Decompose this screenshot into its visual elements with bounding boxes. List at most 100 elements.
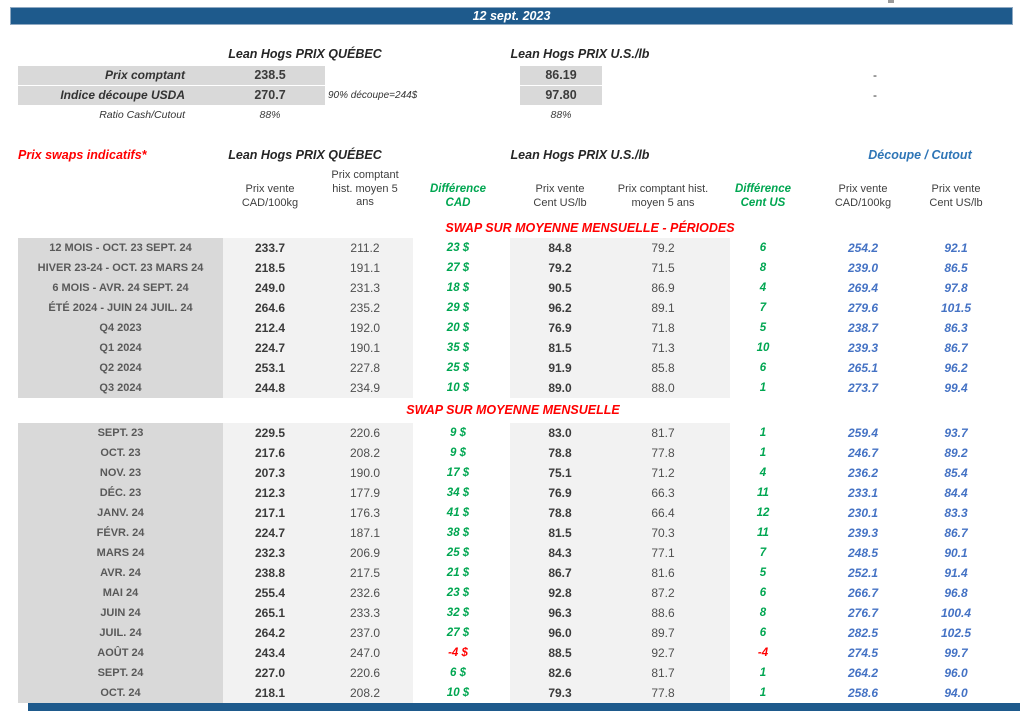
row-background (510, 358, 730, 378)
diff-us: 1 (759, 382, 767, 394)
diff-us: 12 (756, 507, 770, 519)
row-background (223, 603, 413, 623)
row-label: MARS 24 (96, 547, 145, 559)
cutout-cad: 274.5 (847, 646, 879, 660)
row-label: 12 MOIS - OCT. 23 SEPT. 24 (49, 242, 192, 254)
spot-label: Ratio Cash/Cutout (99, 109, 185, 121)
row-background (18, 278, 223, 298)
diff-cad: 29 $ (446, 302, 470, 314)
cutout-cad: 269.4 (847, 281, 879, 295)
row-background (510, 663, 730, 683)
row-background (223, 503, 413, 523)
qc-sell-price: 264.6 (254, 301, 286, 315)
table-row: 6 MOIS - AVR. 24 SEPT. 24 249.0 231.3 18 $ 9… (0, 278, 1024, 298)
row-background (510, 318, 730, 338)
spot-qc-value: 270.7 (254, 88, 286, 102)
qc-sell-price: 227.0 (254, 666, 286, 680)
cutout-us: 96.8 (944, 586, 968, 600)
us-hist-price: 79.2 (651, 241, 675, 255)
row-background (223, 663, 413, 683)
periods-table: 12 MOIS - OCT. 23 SEPT. 24 233.7 211.2 23 $… (0, 238, 1024, 398)
qc-sell-price: 224.7 (254, 341, 286, 355)
row-background (223, 423, 413, 443)
diff-us: 6 (759, 362, 767, 374)
row-background (510, 258, 730, 278)
diff-cad: 35 $ (446, 342, 470, 354)
cutout-cad: 264.2 (847, 666, 879, 680)
row-label: DÉC. 23 (99, 487, 142, 499)
table-row: Q3 2024 244.8 234.9 10 $ 89.0 88.0 1 273.7 99.4 (0, 378, 1024, 398)
us-sell-price: 78.8 (548, 506, 572, 520)
spot-dash: - (873, 68, 877, 82)
cutout-us: 96.0 (944, 666, 968, 680)
us-sell-price: 89.0 (548, 381, 572, 395)
table-row: OCT. 23 217.6 208.2 9 $ 78.8 77.8 1 246.7 89.2 (0, 443, 1024, 463)
row-background (510, 643, 730, 663)
table-row: MAI 24 255.4 232.6 23 $ 92.8 87.2 6 266.7 96.8 (0, 583, 1024, 603)
swaps-quebec-title: Lean Hogs PRIX QUÉBEC (228, 148, 382, 162)
row-label: FÉVR. 24 (96, 527, 145, 539)
row-label: Q2 2024 (99, 362, 142, 374)
diff-us: 5 (759, 322, 767, 334)
row-background (510, 603, 730, 623)
qc-hist-price: 208.2 (349, 446, 381, 460)
qc-hist-price: 208.2 (349, 686, 381, 700)
qc-sell-price: 229.5 (254, 426, 286, 440)
diff-us: -4 (757, 647, 769, 659)
qc-sell-price: 238.8 (254, 566, 286, 580)
cutout-us: 100.4 (940, 606, 972, 620)
diff-cad: 6 $ (450, 667, 466, 679)
qc-hist-price: 190.0 (349, 466, 381, 480)
row-background (223, 238, 413, 258)
table-row: OCT. 24 218.1 208.2 10 $ 79.3 77.8 1 258.6 94.0 (0, 683, 1024, 703)
row-background (510, 683, 730, 703)
cutout-cad: 254.2 (847, 241, 879, 255)
row-label: JUIL. 24 (99, 627, 142, 639)
diff-us: 6 (759, 627, 767, 639)
diff-us: 6 (759, 587, 767, 599)
us-sell-price: 75.1 (548, 466, 572, 480)
diff-cad: 25 $ (446, 547, 470, 559)
row-background (510, 238, 730, 258)
row-background (510, 423, 730, 443)
us-hist-price: 71.5 (651, 261, 675, 275)
cutout-us: 90.1 (944, 546, 968, 560)
row-background (510, 378, 730, 398)
row-background (18, 523, 223, 543)
us-sell-price: 76.9 (548, 321, 572, 335)
row-label: Q3 2024 (99, 382, 142, 394)
us-hist-price: 89.7 (651, 626, 675, 640)
qc-hist-price: 231.3 (349, 281, 381, 295)
spot-us-value: 86.19 (545, 68, 577, 82)
row-background (18, 298, 223, 318)
qc-sell-price: 218.1 (254, 686, 286, 700)
spot-qc-value: 238.5 (254, 68, 286, 82)
bottom-bar (28, 703, 1020, 711)
cutout-cad: 230.1 (847, 506, 879, 520)
cutout-cad: 239.3 (847, 341, 879, 355)
us-sell-price: 84.3 (548, 546, 572, 560)
cutout-cad: 276.7 (847, 606, 879, 620)
swaps-title: Prix swaps indicatifs* (18, 148, 147, 162)
row-background (223, 463, 413, 483)
qc-sell-price: 224.7 (254, 526, 286, 540)
us-sell-price: 81.5 (548, 526, 572, 540)
spot-label: Prix comptant (104, 68, 185, 82)
row-background (510, 483, 730, 503)
cutout-cad: 248.5 (847, 546, 879, 560)
us-sell-price: 79.2 (548, 261, 572, 275)
qc-sell-price: 207.3 (254, 466, 286, 480)
row-background (223, 318, 413, 338)
cutout-us: 93.7 (944, 426, 968, 440)
cutout-us: 85.4 (944, 466, 968, 480)
diff-us: 1 (759, 447, 767, 459)
cutout-title: Découpe / Cutout (868, 148, 972, 162)
us-hist-price: 70.3 (651, 526, 675, 540)
cutout-cad: 265.1 (847, 361, 879, 375)
row-background (510, 503, 730, 523)
cutout-cad: 239.0 (847, 261, 879, 275)
row-label: HIVER 23-24 - OCT. 23 MARS 24 (37, 262, 204, 274)
qc-hist-price: 220.6 (349, 426, 381, 440)
table-row: FÉVR. 24 224.7 187.1 38 $ 81.5 70.3 11 239.3 86.… (0, 523, 1024, 543)
cutout-cad: 233.1 (847, 486, 879, 500)
